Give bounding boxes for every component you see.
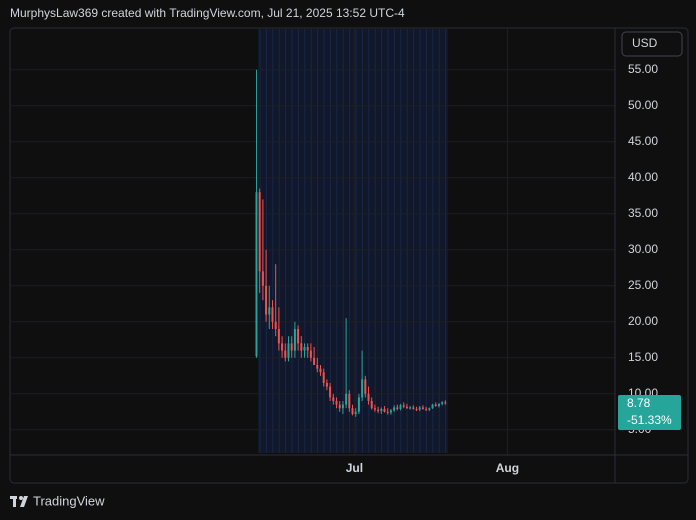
candle-body	[393, 407, 396, 411]
candle-body	[281, 343, 284, 351]
candle-body	[338, 404, 341, 409]
candle-body	[377, 409, 380, 412]
candle-body	[399, 405, 402, 409]
y-tick-label: 15.00	[628, 350, 658, 364]
candle-body	[300, 343, 303, 351]
candle-body	[271, 307, 274, 322]
candle-body	[332, 397, 335, 401]
header-text: MurphysLaw369 created with TradingView.c…	[10, 6, 405, 20]
candle-body	[418, 407, 421, 410]
candle-body	[319, 368, 322, 373]
candle-body	[261, 271, 264, 286]
x-tick-label: Aug	[496, 461, 519, 475]
candle-body	[441, 402, 444, 404]
candle-body	[265, 285, 268, 315]
y-tick-label: 35.00	[628, 206, 658, 220]
footer-brand: TradingView	[33, 493, 105, 508]
x-tick-label: Jul	[346, 461, 363, 475]
candle-body	[322, 372, 325, 383]
candle-body	[293, 328, 296, 351]
y-tick-label: 50.00	[628, 98, 658, 112]
candle-body	[258, 192, 261, 272]
candle-body	[380, 408, 383, 412]
last-change: -51.33%	[627, 413, 672, 427]
candle-body	[341, 404, 344, 409]
candle-body	[409, 407, 412, 409]
candle-body	[415, 408, 418, 410]
candle-body	[351, 408, 354, 414]
candle-body	[290, 343, 293, 351]
candle-body	[316, 364, 319, 369]
y-tick-label: 55.00	[628, 62, 658, 76]
currency-button[interactable]	[621, 31, 683, 57]
last-price-box	[618, 395, 681, 430]
candle-body	[297, 328, 300, 344]
candle-body	[431, 404, 434, 409]
candle-body	[412, 407, 415, 409]
candle-body	[383, 408, 386, 412]
candle-body	[357, 397, 360, 412]
candle-body	[309, 350, 312, 358]
candle-body	[313, 357, 316, 365]
candle-body	[428, 408, 431, 410]
last-price: 8.78	[627, 396, 651, 410]
grid	[10, 28, 615, 455]
currency-label: USD	[632, 36, 658, 50]
y-tick-label: 30.00	[628, 242, 658, 256]
candle-body	[370, 400, 373, 409]
candle-body	[306, 346, 309, 351]
candle-body	[325, 382, 328, 387]
session-shade	[258, 29, 448, 453]
y-tick-label: 20.00	[628, 314, 658, 328]
candle-body	[268, 307, 271, 315]
candle-body	[348, 393, 351, 409]
candle-body	[303, 346, 306, 351]
candle-body	[389, 410, 392, 413]
candle-body	[421, 407, 424, 409]
candle-body	[434, 404, 437, 407]
candle-body	[386, 411, 389, 413]
candle-body	[277, 328, 280, 344]
y-tick-label: 45.00	[628, 134, 658, 148]
candle-body	[329, 386, 332, 398]
candle-body	[361, 379, 364, 398]
candle-body	[274, 321, 277, 329]
candle-body	[284, 350, 287, 358]
candle-body	[367, 393, 370, 401]
candle-body	[373, 408, 376, 410]
candle-body	[364, 379, 367, 394]
candle-body	[396, 407, 399, 409]
logo	[10, 496, 28, 507]
candle-body	[255, 192, 258, 357]
candle-body	[287, 343, 290, 358]
candle-body	[444, 402, 447, 404]
candle-body	[405, 406, 408, 409]
candle-body	[335, 400, 338, 405]
y-tick-label: 40.00	[628, 170, 658, 184]
candle-body	[425, 408, 428, 410]
candle-body	[354, 411, 357, 414]
y-tick-label: 25.00	[628, 278, 658, 292]
candle-body	[402, 405, 405, 407]
candle-body	[437, 403, 440, 407]
candle-body	[345, 393, 348, 405]
